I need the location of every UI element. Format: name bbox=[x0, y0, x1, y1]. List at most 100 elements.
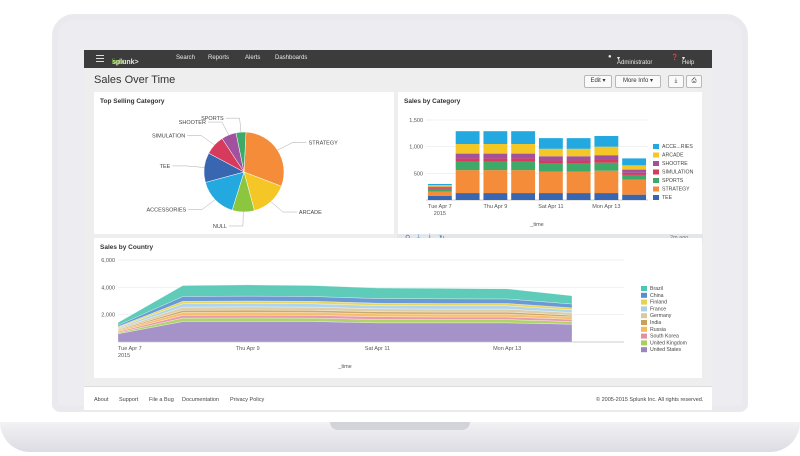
bar-segment-simulation[interactable] bbox=[566, 160, 591, 164]
bar-segment-strategy[interactable] bbox=[483, 170, 508, 194]
inspect-icon[interactable]: i bbox=[429, 234, 431, 241]
bar-segment-strategy[interactable] bbox=[538, 171, 563, 194]
export-button[interactable]: ⤓ bbox=[668, 75, 684, 88]
footer: About Support File a Bug Documentation P… bbox=[84, 386, 712, 410]
menu-icon[interactable] bbox=[96, 55, 104, 62]
legend-label-acce-ries: ACCE...RIES bbox=[662, 144, 693, 150]
panel-sales-by-category: Sales by Category 500 1,000 1,500 Tue Apr 7… bbox=[398, 92, 702, 234]
bar-segment-shootre[interactable] bbox=[427, 186, 452, 188]
bar-segment-sports[interactable] bbox=[427, 188, 452, 192]
bar-segment-arcade[interactable] bbox=[594, 146, 619, 156]
pie-leader-line bbox=[225, 117, 242, 133]
footer-link-file-bug[interactable]: File a Bug bbox=[149, 397, 174, 403]
bar-segment-strategy[interactable] bbox=[455, 170, 480, 194]
bar-segment-strategy[interactable] bbox=[622, 179, 647, 195]
bar-segment-simulation[interactable] bbox=[594, 159, 619, 163]
bar-segment-strategy[interactable] bbox=[566, 171, 591, 194]
bar-segment-acce-ries[interactable] bbox=[455, 131, 480, 144]
bar-segment-shootre[interactable] bbox=[622, 169, 647, 173]
y-tick-label: 2,000 bbox=[101, 313, 115, 319]
legend-label-strategy: STRATEGY bbox=[662, 187, 690, 193]
bar-segment-tee[interactable] bbox=[594, 193, 619, 200]
print-button[interactable]: ⎙ bbox=[686, 75, 702, 88]
laptop-notch bbox=[330, 422, 470, 430]
legend-label-brazil: Brazil bbox=[650, 286, 663, 292]
bar-segment-arcade[interactable] bbox=[566, 148, 591, 157]
bar-segment-arcade[interactable] bbox=[483, 144, 508, 154]
bar-segment-shootre[interactable] bbox=[483, 153, 508, 159]
legend-label-shootre: SHOOTRE bbox=[662, 161, 688, 167]
bar-segment-shootre[interactable] bbox=[538, 156, 563, 161]
bar-segment-strategy[interactable] bbox=[511, 170, 536, 194]
edit-button[interactable]: Edit ▾ bbox=[584, 75, 612, 88]
download-icon: ⤓ bbox=[674, 78, 678, 84]
bar-segment-tee[interactable] bbox=[455, 193, 480, 200]
bar-segment-tee[interactable] bbox=[483, 193, 508, 200]
bar-segment-simulation[interactable] bbox=[455, 158, 480, 162]
nav-search[interactable]: Search bbox=[176, 55, 196, 61]
bar-segment-tee[interactable] bbox=[622, 194, 647, 200]
legend-label-simulation: SIMULATION bbox=[662, 170, 694, 176]
bar-segment-acce-ries[interactable] bbox=[566, 138, 591, 149]
bar-segment-sports[interactable] bbox=[566, 163, 591, 172]
bar-segment-simulation[interactable] bbox=[483, 158, 508, 162]
pie-leader-line bbox=[188, 199, 216, 210]
bar-segment-arcade[interactable] bbox=[511, 144, 536, 154]
bar-segment-acce-ries[interactable] bbox=[538, 138, 563, 149]
user-menu[interactable]: Administrator ▾ bbox=[617, 56, 653, 66]
bar-segment-arcade[interactable] bbox=[622, 165, 647, 170]
nav-dashboards[interactable]: Dashboards bbox=[275, 55, 308, 61]
panel-title: Sales by Category bbox=[404, 98, 461, 105]
help-menu[interactable]: Help ▾ bbox=[682, 56, 695, 66]
footer-link-support[interactable]: Support bbox=[119, 397, 139, 403]
bar-segment-shootre[interactable] bbox=[455, 153, 480, 159]
bar-segment-sports[interactable] bbox=[511, 161, 536, 171]
bar-segment-arcade[interactable] bbox=[455, 144, 480, 154]
bar-segment-sports[interactable] bbox=[538, 163, 563, 172]
nav-alerts[interactable]: Alerts bbox=[245, 55, 261, 61]
bar-segment-strategy[interactable] bbox=[427, 191, 452, 196]
bar-segment-simulation[interactable] bbox=[538, 160, 563, 164]
nav-reports[interactable]: Reports bbox=[208, 55, 230, 61]
bar-segment-sports[interactable] bbox=[455, 161, 480, 171]
bar-segment-simulation[interactable] bbox=[511, 158, 536, 162]
bar-segment-sports[interactable] bbox=[594, 162, 619, 171]
legend-swatch bbox=[653, 186, 659, 192]
bar-segment-tee[interactable] bbox=[538, 193, 563, 200]
bar-segment-acce-ries[interactable] bbox=[622, 158, 647, 166]
bar-segment-acce-ries[interactable] bbox=[594, 136, 619, 147]
bar-segment-tee[interactable] bbox=[511, 193, 536, 200]
bar-segment-shootre[interactable] bbox=[594, 155, 619, 160]
x-tick-label: 2015 bbox=[434, 211, 446, 217]
bar-segment-acce-ries[interactable] bbox=[427, 184, 452, 186]
legend-swatch bbox=[641, 292, 647, 298]
area-series-united-states[interactable] bbox=[117, 321, 573, 343]
bar-segment-simulation[interactable] bbox=[427, 187, 452, 189]
bar-segment-arcade[interactable] bbox=[538, 148, 563, 157]
bar-segment-arcade[interactable] bbox=[427, 185, 452, 187]
bar-segment-acce-ries[interactable] bbox=[511, 131, 536, 144]
bar-segment-shootre[interactable] bbox=[511, 153, 536, 159]
bar-segment-sports[interactable] bbox=[622, 174, 647, 180]
pie-slice-strategy[interactable] bbox=[243, 131, 285, 187]
legend-swatch bbox=[641, 340, 647, 346]
pie-leader-line bbox=[270, 201, 297, 213]
more-info-button[interactable]: More Info ▾ bbox=[615, 75, 661, 88]
user-icon: ● bbox=[608, 54, 612, 60]
bar-segment-strategy[interactable] bbox=[594, 170, 619, 194]
footer-link-about[interactable]: About bbox=[94, 397, 109, 403]
footer-link-privacy[interactable]: Privacy Policy bbox=[230, 397, 265, 403]
export-icon[interactable]: ⤓ bbox=[417, 234, 420, 242]
bar-segment-acce-ries[interactable] bbox=[483, 131, 508, 144]
bar-segment-tee[interactable] bbox=[566, 193, 591, 200]
pie-leader-line bbox=[228, 211, 244, 227]
bar-segment-shootre[interactable] bbox=[566, 156, 591, 161]
area-series-brazil[interactable] bbox=[117, 284, 573, 326]
legend-label-arcade: ARCADE bbox=[662, 153, 684, 159]
legend-swatch bbox=[641, 320, 647, 325]
footer-link-documentation[interactable]: Documentation bbox=[182, 397, 219, 403]
bar-segment-sports[interactable] bbox=[483, 161, 508, 171]
bar-segment-tee[interactable] bbox=[427, 195, 452, 200]
bar-segment-simulation[interactable] bbox=[622, 172, 647, 175]
